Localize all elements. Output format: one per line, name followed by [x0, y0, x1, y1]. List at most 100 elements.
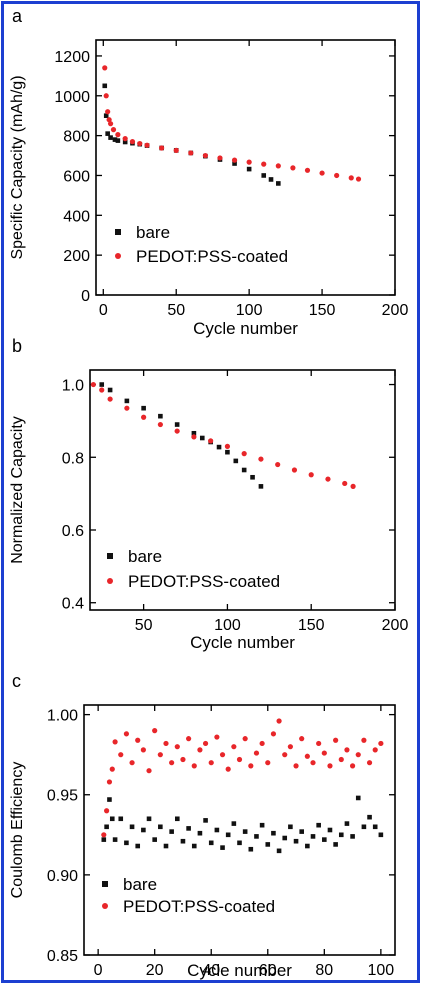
legend-marker	[102, 903, 108, 909]
legend-marker	[107, 578, 113, 584]
data-point	[325, 476, 331, 482]
legend-label: bare	[128, 547, 162, 566]
data-point	[216, 444, 222, 450]
data-point	[108, 135, 113, 140]
data-point	[208, 840, 214, 846]
data-point	[259, 822, 265, 828]
data-point	[344, 821, 350, 826]
data-point	[118, 816, 124, 822]
data-point	[135, 737, 141, 743]
data-point	[191, 763, 197, 769]
y-tick-label: 0.6	[62, 523, 84, 540]
data-point	[217, 155, 223, 161]
data-point	[112, 837, 118, 842]
data-point	[99, 387, 105, 393]
legend-label: PEDOT:PSS-coated	[123, 897, 275, 916]
data-point	[299, 829, 304, 834]
data-point	[361, 737, 367, 743]
data-point	[112, 137, 118, 142]
data-point	[146, 768, 152, 774]
data-point	[122, 136, 128, 142]
data-point	[159, 145, 165, 151]
data-point	[141, 827, 146, 833]
data-point	[203, 818, 208, 823]
data-point	[225, 832, 231, 838]
x-tick-label: 40	[202, 962, 220, 979]
x-tick-label: 50	[167, 302, 185, 319]
data-point	[105, 131, 110, 136]
y-tick-label: 0.85	[47, 948, 78, 965]
data-point	[322, 837, 327, 842]
data-point	[372, 747, 378, 753]
data-point	[163, 740, 169, 747]
data-point	[258, 484, 264, 489]
data-point	[299, 736, 305, 742]
data-point	[350, 483, 356, 489]
data-point	[173, 147, 179, 153]
data-point	[293, 763, 299, 769]
chart-panel-c: c 0 20 40 60 80 100 0.85 0.90 0.95 1.00 Cycle numbe…	[9, 671, 396, 980]
data-point	[250, 474, 255, 480]
x-tick-label: 100	[214, 617, 241, 634]
data-point	[355, 752, 361, 758]
data-point	[197, 747, 203, 753]
data-point	[293, 838, 299, 844]
data-point	[118, 752, 124, 758]
data-point	[236, 756, 243, 763]
data-point	[259, 740, 265, 747]
data-point	[265, 842, 271, 847]
data-point	[101, 837, 107, 842]
data-point	[191, 430, 197, 436]
y-tick-label: 200	[63, 248, 90, 265]
data-point	[157, 752, 163, 758]
data-point	[334, 172, 340, 179]
data-point	[378, 832, 384, 838]
series-pedot-pss-coated	[90, 381, 356, 489]
x-tick-label: 100	[368, 962, 395, 979]
data-point	[129, 824, 135, 830]
data-point	[197, 830, 203, 836]
data-point	[124, 840, 129, 846]
data-point	[366, 760, 373, 766]
y-tick-label: 0	[81, 288, 90, 305]
data-point	[342, 480, 348, 487]
x-tick-label: 60	[259, 962, 277, 979]
data-point	[124, 398, 130, 404]
data-point	[106, 117, 112, 123]
data-point	[316, 822, 321, 828]
x-tick-label: 150	[309, 302, 336, 319]
data-point	[109, 766, 115, 772]
y-axis-title: Specific Capacity (mAh/g)	[9, 75, 26, 259]
data-point	[107, 387, 113, 393]
data-point	[276, 848, 282, 854]
data-point	[378, 740, 384, 747]
data-point	[191, 434, 197, 440]
data-point	[180, 756, 186, 763]
data-point	[372, 824, 378, 830]
x-tick-label: 0	[99, 302, 108, 319]
data-point	[129, 760, 135, 766]
data-point	[258, 456, 264, 462]
data-point	[191, 843, 197, 849]
data-point	[261, 161, 267, 167]
data-point	[242, 736, 248, 742]
legend-marker	[115, 253, 121, 259]
legend-label: bare	[123, 875, 157, 894]
data-point	[225, 766, 231, 772]
data-point	[282, 752, 288, 758]
data-point	[231, 157, 238, 163]
data-point	[308, 472, 314, 478]
y-axis-title: Normalized Capacity	[9, 416, 26, 564]
data-point	[261, 173, 267, 178]
x-tick-label: 50	[135, 617, 153, 634]
data-point	[104, 824, 109, 830]
data-point	[90, 381, 96, 388]
x-tick-label: 200	[382, 617, 409, 634]
plot-area-frame	[95, 39, 396, 296]
x-axis-title: Cycle number	[193, 319, 298, 338]
data-point	[304, 753, 310, 759]
data-point	[129, 139, 136, 145]
data-point	[174, 422, 180, 427]
data-point	[241, 467, 247, 473]
y-tick-label: 0.90	[47, 868, 78, 885]
